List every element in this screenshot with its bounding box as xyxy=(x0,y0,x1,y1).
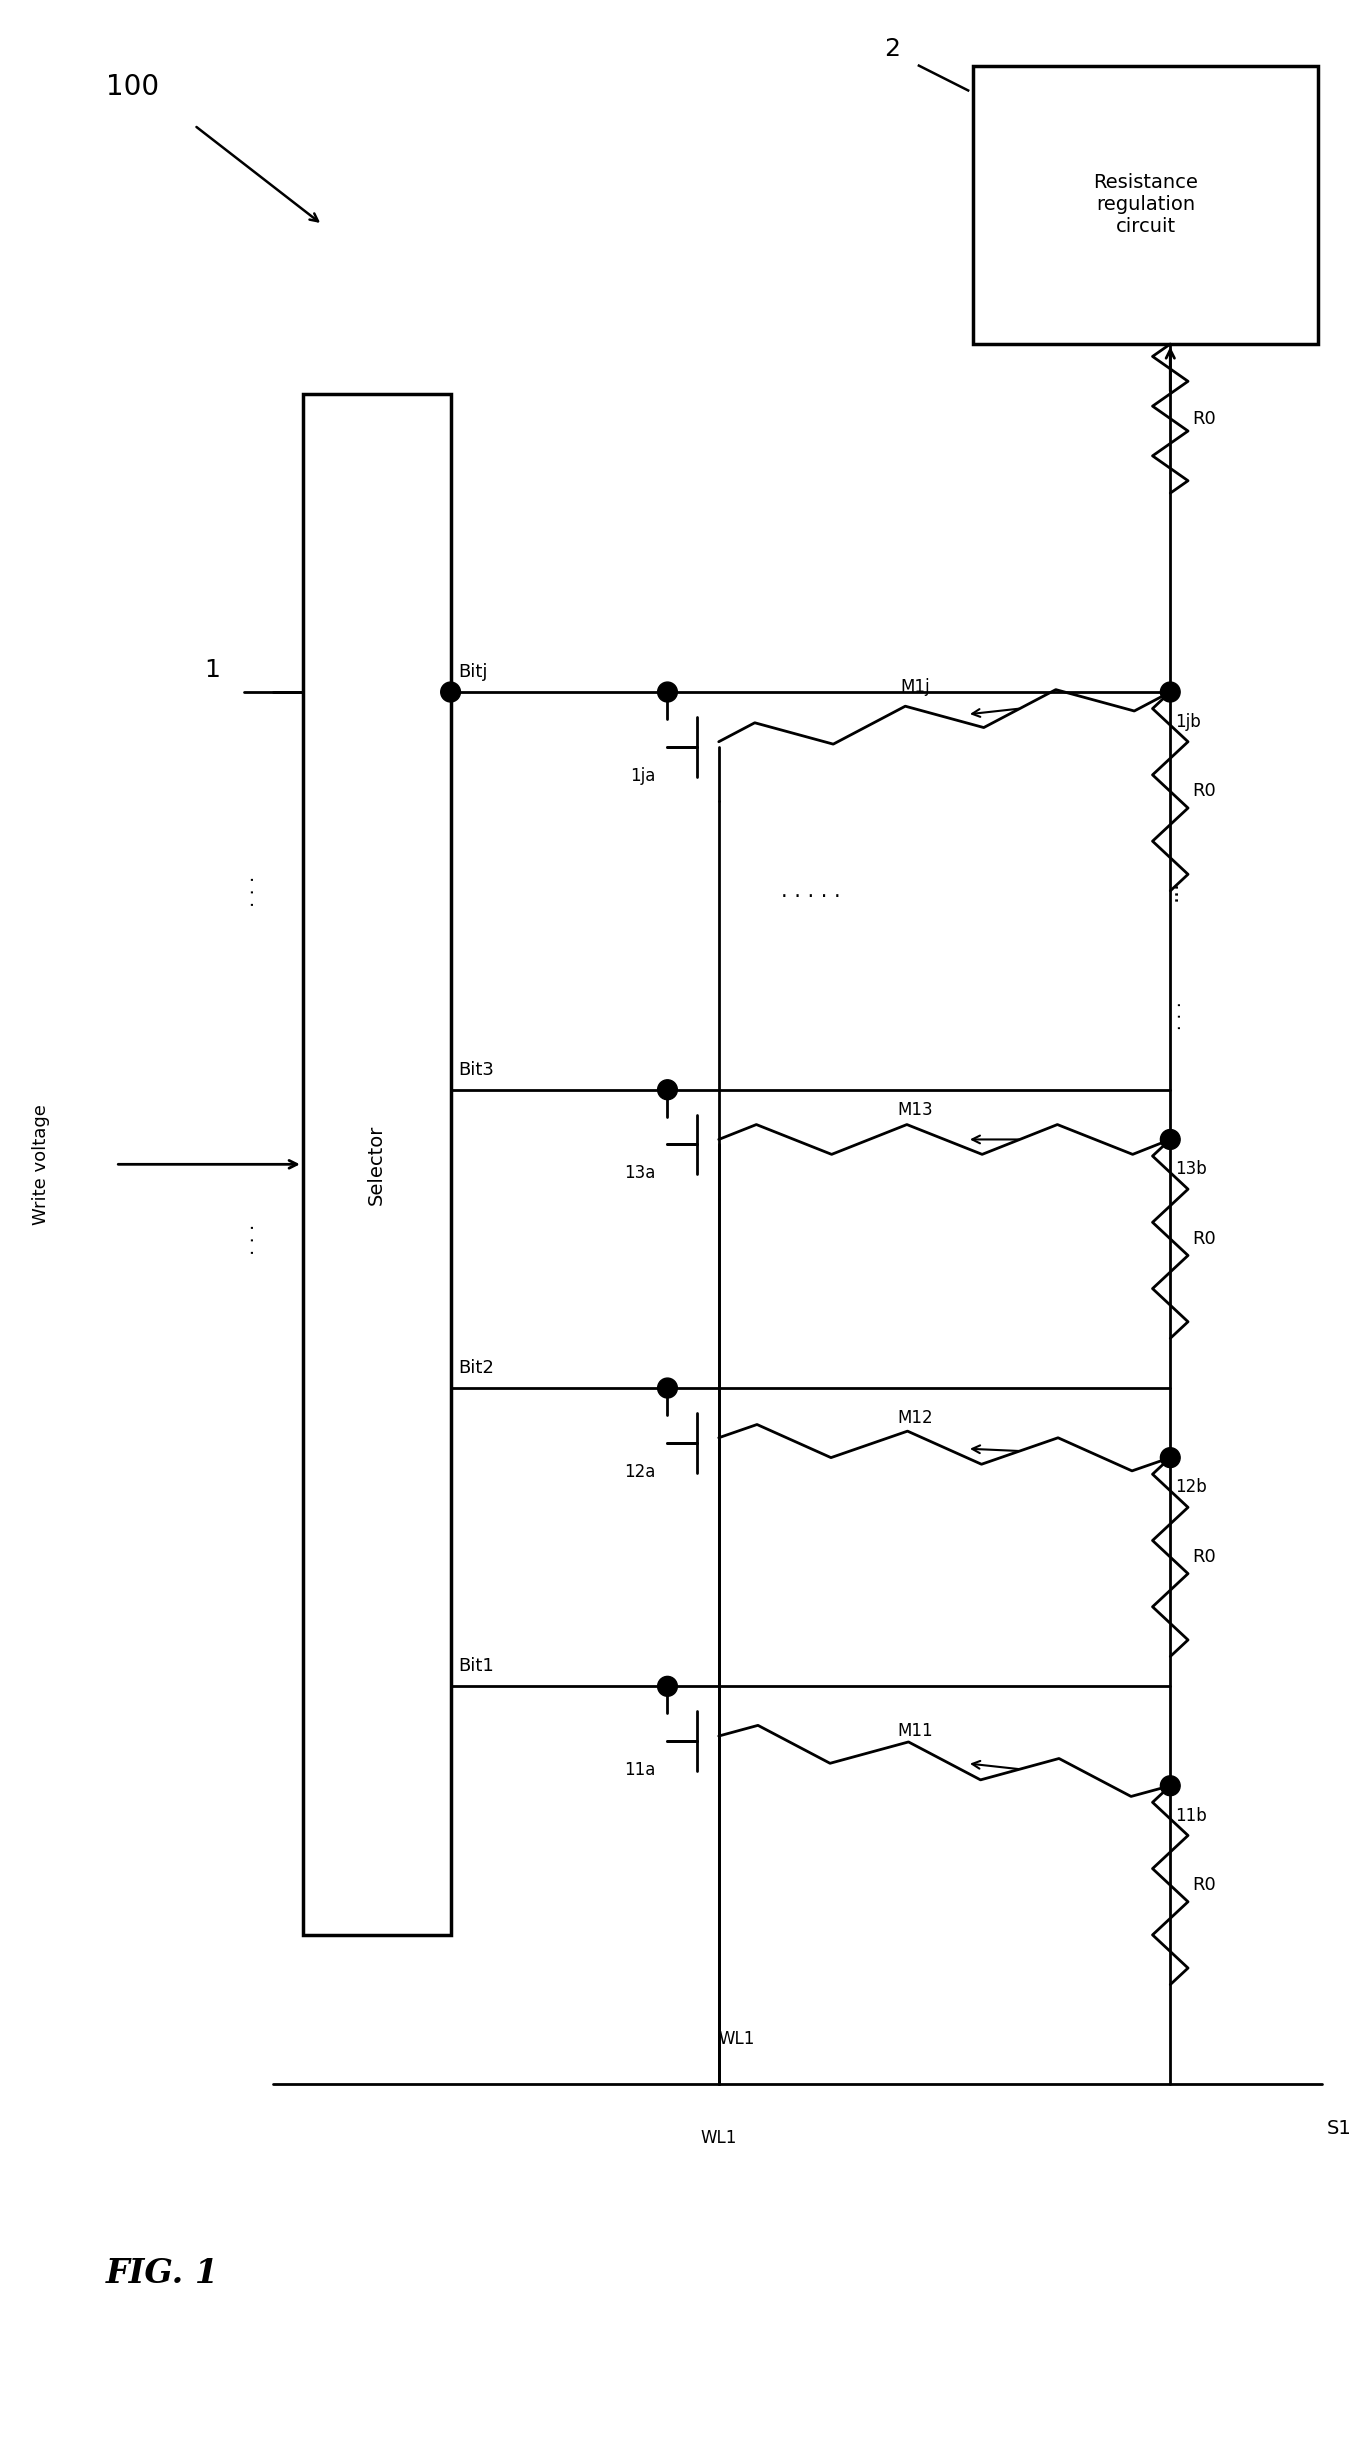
Circle shape xyxy=(441,683,461,702)
Text: 1jb: 1jb xyxy=(1176,712,1200,732)
Text: 1: 1 xyxy=(205,659,220,683)
Text: R0: R0 xyxy=(1192,1549,1215,1566)
Text: . . .: . . . xyxy=(239,1224,258,1254)
Text: R0: R0 xyxy=(1192,410,1215,427)
Text: M11: M11 xyxy=(898,1722,933,1739)
Text: M1j: M1j xyxy=(900,678,930,695)
Text: 13b: 13b xyxy=(1176,1161,1207,1178)
Text: . . .: . . . xyxy=(239,876,258,907)
Text: 11b: 11b xyxy=(1176,1807,1207,1824)
Text: Resistance
regulation
circuit: Resistance regulation circuit xyxy=(1093,173,1198,237)
Text: 12b: 12b xyxy=(1176,1478,1207,1498)
Text: ...: ... xyxy=(1161,880,1180,902)
Text: WL1: WL1 xyxy=(719,2029,754,2049)
Text: FIG. 1: FIG. 1 xyxy=(105,2256,218,2290)
Bar xyxy=(303,393,450,1934)
Circle shape xyxy=(1161,683,1180,702)
Text: R0: R0 xyxy=(1192,783,1215,800)
Circle shape xyxy=(1161,1776,1180,1795)
Text: Write voltage: Write voltage xyxy=(33,1105,50,1224)
Text: 2: 2 xyxy=(884,37,900,61)
Text: S1: S1 xyxy=(1327,2119,1352,2139)
Circle shape xyxy=(657,1378,678,1398)
Circle shape xyxy=(657,1080,678,1100)
Circle shape xyxy=(657,683,678,702)
Text: . . . . .: . . . . . xyxy=(780,880,840,900)
Text: Bit1: Bit1 xyxy=(458,1659,494,1676)
Text: Bit2: Bit2 xyxy=(458,1359,494,1378)
Text: Bit3: Bit3 xyxy=(458,1061,494,1078)
Text: 13a: 13a xyxy=(625,1163,656,1183)
Bar xyxy=(973,66,1318,344)
Text: R0: R0 xyxy=(1192,1876,1215,1895)
Text: M12: M12 xyxy=(898,1410,933,1427)
Text: R0: R0 xyxy=(1192,1229,1215,1249)
Text: Bitj: Bitj xyxy=(458,663,488,680)
Text: 12a: 12a xyxy=(625,1463,656,1480)
Text: 100: 100 xyxy=(105,73,158,102)
Text: 11a: 11a xyxy=(625,1761,656,1778)
Text: M13: M13 xyxy=(898,1100,933,1120)
Text: . . .: . . . xyxy=(1168,1000,1185,1029)
Text: WL1: WL1 xyxy=(701,2129,737,2146)
Circle shape xyxy=(1161,1129,1180,1149)
Text: 1ja: 1ja xyxy=(630,766,656,785)
Text: Selector: Selector xyxy=(367,1124,386,1205)
Circle shape xyxy=(1161,1449,1180,1468)
Circle shape xyxy=(657,1676,678,1695)
